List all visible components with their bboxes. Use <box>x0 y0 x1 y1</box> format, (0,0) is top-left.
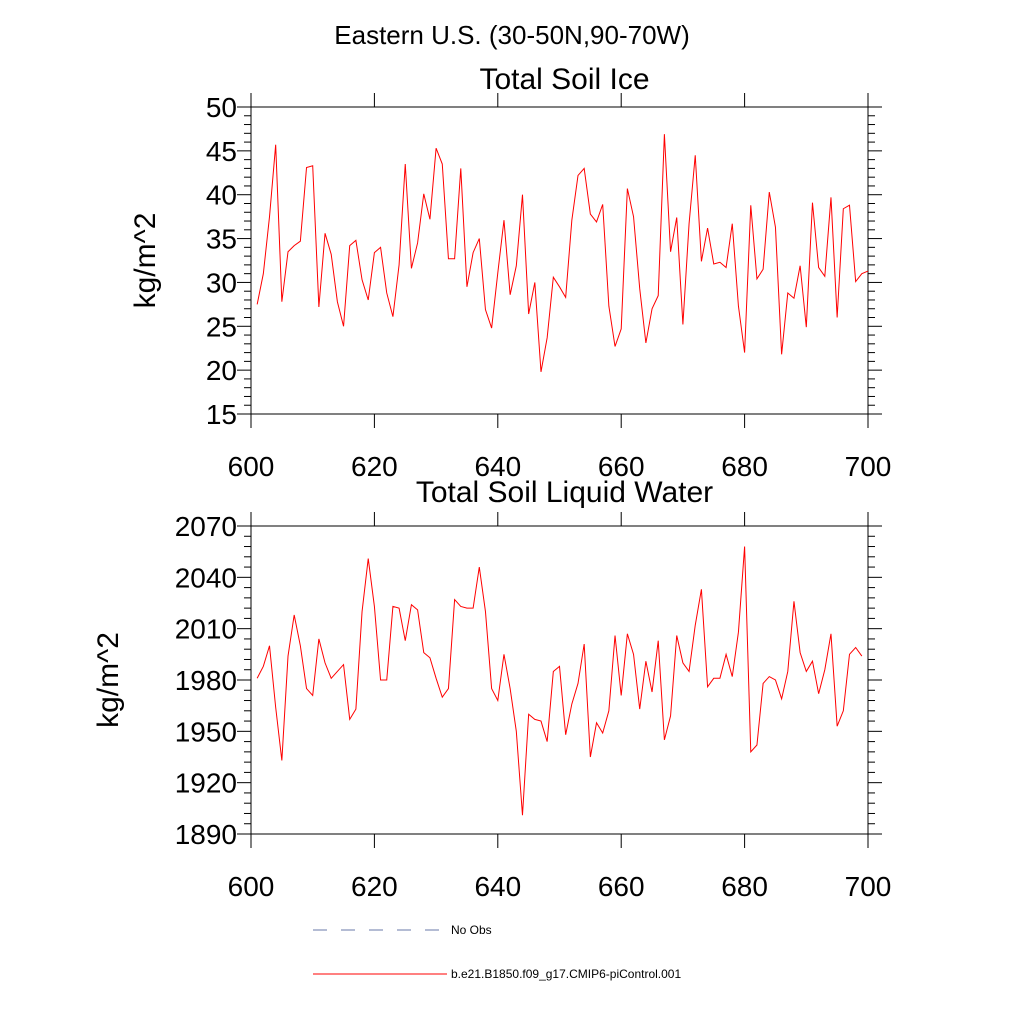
legend-label-no-obs: No Obs <box>451 923 492 937</box>
y-tick-label: 1920 <box>175 768 237 799</box>
y-tick-label: 35 <box>206 224 237 255</box>
y-tick-label: 40 <box>206 180 237 211</box>
x-tick-label: 640 <box>474 871 521 902</box>
x-tick-label: 600 <box>228 871 275 902</box>
figure-title: Eastern U.S. (30-50N,90-70W) <box>334 20 689 50</box>
y-tick-label: 1950 <box>175 716 237 747</box>
x-tick-label: 680 <box>721 451 768 482</box>
y-tick-label: 2040 <box>175 562 237 593</box>
y-tick-label: 15 <box>206 399 237 430</box>
y-tick-label: 50 <box>206 92 237 123</box>
x-tick-label: 700 <box>845 451 892 482</box>
series-line <box>256 134 869 372</box>
x-tick-label: 620 <box>351 871 398 902</box>
x-tick-label: 620 <box>351 451 398 482</box>
x-tick-label: 660 <box>598 451 645 482</box>
y-tick-label: 45 <box>206 136 237 167</box>
y-tick-label: 25 <box>206 311 237 342</box>
y-tick-label: 1980 <box>175 665 237 696</box>
y-axis-label: kg/m^2 <box>129 213 162 309</box>
y-tick-label: 30 <box>206 267 237 298</box>
x-tick-label: 640 <box>474 451 521 482</box>
x-tick-label: 660 <box>598 871 645 902</box>
y-tick-label: 1890 <box>175 819 237 850</box>
y-axis-label: kg/m^2 <box>92 632 125 728</box>
plot-title: Total Soil Ice <box>479 63 649 96</box>
plot-title: Total Soil Liquid Water <box>416 476 713 509</box>
soil-ice-panel: Total Soil Ice 15 20 25 30 35 40 45 50 600 620 640 6… <box>129 63 891 482</box>
y-tick-label: 20 <box>206 355 237 386</box>
legend: No Obs b.e21.B1850.f09_g17.CMIP6-piContr… <box>313 923 681 981</box>
y-tick-label: 2010 <box>175 614 237 645</box>
y-tick-label: 2070 <box>175 511 237 542</box>
x-tick-label: 680 <box>721 871 768 902</box>
x-tick-label: 600 <box>228 451 275 482</box>
plot-frame <box>250 106 869 415</box>
soil-liquid-water-panel: Total Soil Liquid Water 1890 1920 1950 1980 2… <box>92 476 891 902</box>
x-tick-label: 700 <box>845 871 892 902</box>
series-line <box>256 546 863 816</box>
legend-label-control-run: b.e21.B1850.f09_g17.CMIP6-piControl.001 <box>451 967 681 981</box>
